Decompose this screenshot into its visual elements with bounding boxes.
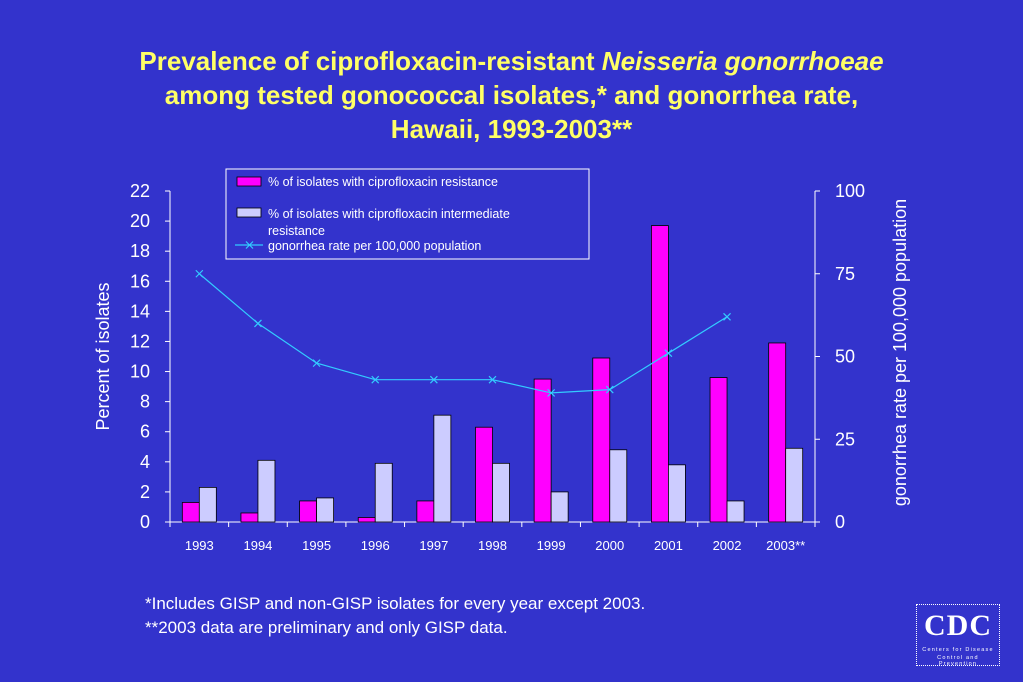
right-tick-label: 100 <box>835 181 865 201</box>
x-tick-label: 2000 <box>595 538 624 553</box>
x-tick-label: 1993 <box>185 538 214 553</box>
legend-label-intermediate: % of isolates with ciprofloxacin interme… <box>268 207 510 221</box>
left-tick-label: 18 <box>130 241 150 261</box>
footnotes: *Includes GISP and non-GISP isolates for… <box>145 592 645 640</box>
x-tick-label: 2003** <box>766 538 805 553</box>
footnote-2: **2003 data are preliminary and only GIS… <box>145 618 508 637</box>
legend-label-resistant: % of isolates with ciprofloxacin resista… <box>268 175 498 189</box>
intermediate-bar <box>550 491 569 523</box>
title-organism: Neisseria gonorrhoeae <box>601 46 884 76</box>
left-tick-label: 12 <box>130 331 150 351</box>
left-tick-label: 4 <box>140 452 150 472</box>
intermediate-bar <box>374 462 393 523</box>
x-tick-label: 1994 <box>243 538 272 553</box>
rate-line <box>198 273 728 394</box>
footnote-1: *Includes GISP and non-GISP isolates for… <box>145 594 646 613</box>
x-tick-label: 2001 <box>654 538 683 553</box>
resistant-bar <box>475 426 493 523</box>
cdc-logo-line1: Centers for Disease <box>922 647 994 653</box>
rate-marker <box>605 385 614 394</box>
left-tick-label: 16 <box>130 271 150 291</box>
left-tick-label: 6 <box>140 422 150 442</box>
rate-marker <box>664 349 673 358</box>
legend-box <box>225 168 590 260</box>
left-tick-label: 20 <box>130 211 150 231</box>
left-tick-label: 0 <box>140 512 150 532</box>
legend-swatch-intermediate <box>236 207 262 218</box>
chart-area: 0 2 4 6 8 10 12 14 16 18 20 22 0 25 50 75 100 1993 1994 199… <box>93 168 910 553</box>
title-line2: among tested gonococcal isolates,* and g… <box>164 80 859 110</box>
left-tick-label: 22 <box>130 181 150 201</box>
rate-marker <box>429 375 438 384</box>
resistant-bar <box>768 342 787 523</box>
x-tick-label: 2002 <box>713 538 742 553</box>
resistant-bar <box>299 500 317 523</box>
intermediate-bar <box>492 462 510 523</box>
right-tick-label: 75 <box>835 264 855 284</box>
left-tick-label: 10 <box>130 362 150 382</box>
x-tick-label: 1999 <box>537 538 566 553</box>
resistant-bar <box>416 500 435 523</box>
left-tick-label: 14 <box>130 301 150 321</box>
intermediate-bar <box>198 486 217 523</box>
y-axis-title: Percent of isolates <box>93 282 113 430</box>
intermediate-bar <box>726 500 745 523</box>
title-line1: Prevalence of ciprofloxacin-resistant <box>139 46 602 76</box>
resistant-bar <box>357 517 376 523</box>
legend-label-intermediate-cont: resistance <box>268 224 325 238</box>
legend-marker-rate <box>245 241 254 249</box>
legend-swatch-resistant <box>236 176 262 187</box>
y2-axis-title: gonorrhea rate per 100,000 population <box>890 199 910 506</box>
cdc-logo-text: CDC <box>924 609 992 642</box>
cdc-logo-line2: Control and Prevention <box>937 655 979 667</box>
intermediate-bar <box>257 459 276 523</box>
x-tick-label: 1995 <box>302 538 331 553</box>
x-tick-label: 1997 <box>419 538 448 553</box>
right-tick-label: 0 <box>835 512 845 532</box>
intermediate-bar <box>433 414 452 523</box>
rate-marker <box>547 388 556 397</box>
resistant-bar <box>709 377 728 523</box>
rate-marker <box>195 269 204 278</box>
chart-title: Prevalence of ciprofloxacin-resistant Ne… <box>40 44 983 146</box>
resistant-bar <box>592 357 611 523</box>
right-tick-label: 50 <box>835 347 855 367</box>
resistant-bar <box>533 378 552 523</box>
intermediate-bar <box>785 447 804 523</box>
legend-label-rate: gonorrhea rate per 100,000 population <box>268 239 481 253</box>
title-line3: Hawaii, 1993-2003** <box>390 114 633 144</box>
rate-marker <box>254 319 262 328</box>
intermediate-bar <box>609 449 628 523</box>
rate-marker <box>312 359 321 368</box>
rate-marker <box>488 375 497 384</box>
resistant-bar <box>240 512 259 523</box>
left-tick-label: 2 <box>140 482 150 502</box>
right-tick-label: 25 <box>835 429 855 449</box>
x-tick-label: 1996 <box>361 538 390 553</box>
x-tick-label: 1998 <box>478 538 507 553</box>
rate-marker <box>371 375 380 384</box>
left-tick-label: 8 <box>140 392 150 412</box>
rate-marker <box>723 312 731 321</box>
resistant-bar <box>651 225 669 523</box>
resistant-bar <box>181 502 200 523</box>
intermediate-bar <box>316 497 334 523</box>
intermediate-bar <box>668 464 686 523</box>
cdc-logo: CDC Centers for Disease Control and Prev… <box>916 604 1000 667</box>
